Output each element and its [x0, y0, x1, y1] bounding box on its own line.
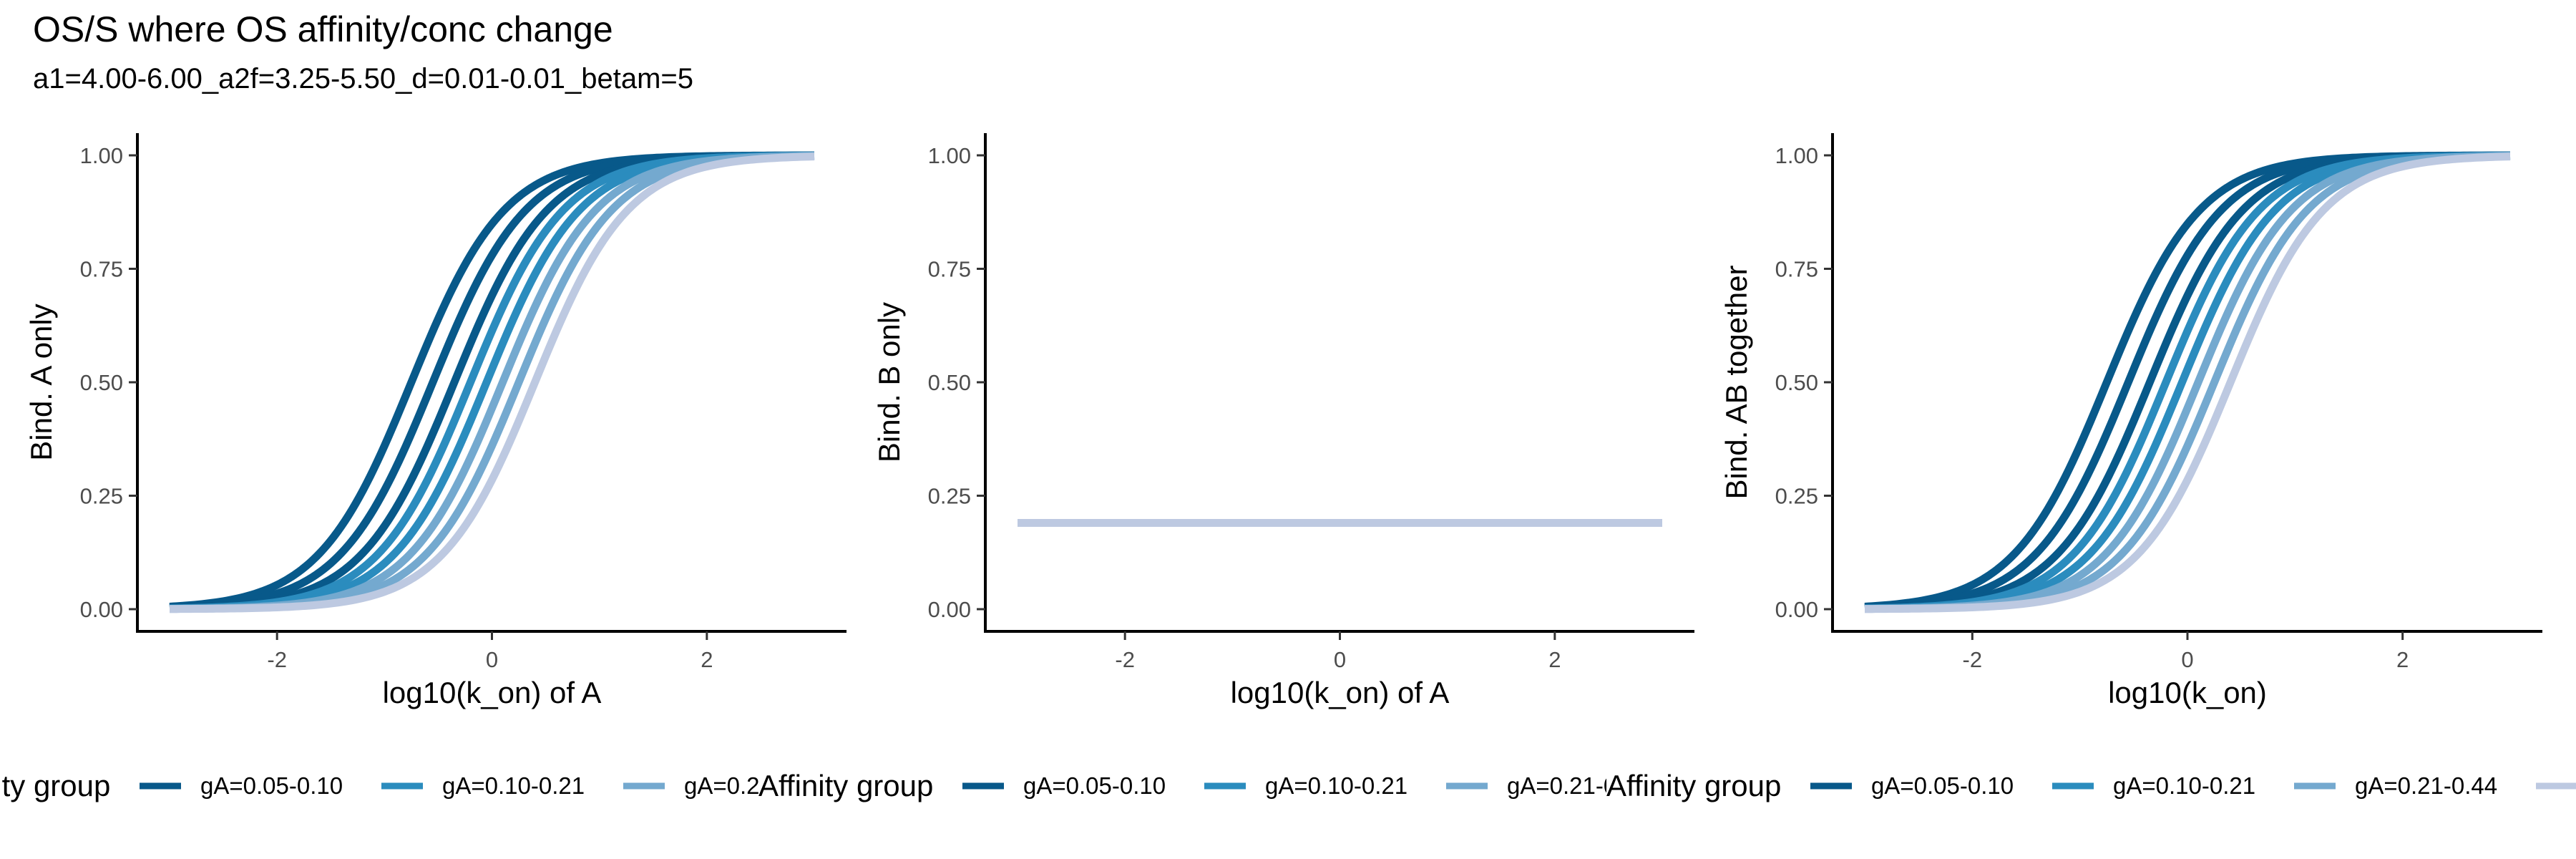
legend-title: Affinity group	[1606, 769, 1781, 802]
legend-1: Affinity group gA=0.05-0.10 gA=0.10-0.21 gA…	[0, 769, 826, 802]
y-axis-title: Bind. AB together	[1719, 266, 1753, 500]
panel-2: 0.00 0.25 0.50 0.75 1.00 -2 0 2 log10(k_on) of A…	[872, 133, 1694, 709]
y-tick-label: 0.00	[1775, 597, 1818, 622]
legend-label: gA=0.10-0.21	[442, 772, 585, 799]
y-tick-label: 0.50	[80, 370, 123, 395]
legend-3: Affinity group gA=0.05-0.10 gA=0.10-0.21 gA…	[1606, 769, 2576, 802]
x-tick-label: 0	[2181, 647, 2193, 672]
panel-1: 0.00 0.25 0.50 0.75 1.00 -2 0 2 log10(k_on) of A…	[24, 133, 847, 709]
y-tick-label: 0.75	[80, 257, 123, 282]
series-line-1	[169, 151, 815, 611]
figure-subtitle: a1=4.00-6.00_a2f=3.25-5.50_d=0.01-0.01_b…	[33, 63, 694, 94]
y-tick-label: 1.00	[80, 143, 123, 168]
x-tick-label: 0	[1334, 647, 1346, 672]
legend-label: gA=0.10-0.21	[1265, 772, 1407, 799]
y-tick-label: 0.25	[928, 484, 971, 509]
x-tick-label: 2	[701, 647, 713, 672]
x-tick-label: 0	[486, 647, 498, 672]
x-tick-label: 2	[1548, 647, 1561, 672]
legend-label: gA=0.21-0.44	[684, 772, 826, 799]
y-tick-label: 0.75	[1775, 257, 1818, 282]
legend-label: gA=0.21-0.44	[1507, 772, 1649, 799]
legend-title: Affinity group	[758, 769, 933, 802]
x-tick-label: -2	[267, 647, 287, 672]
series-line-8	[1864, 152, 2511, 613]
y-tick-label: 1.00	[1775, 143, 1818, 168]
legend-2: Affinity group gA=0.05-0.10 gA=0.10-0.21 gA…	[758, 769, 1649, 802]
legend-label: gA=0.05-0.10	[1023, 772, 1166, 799]
x-tick-label: 2	[2396, 647, 2409, 672]
y-axis-title: Bind. A only	[24, 304, 58, 461]
y-tick-label: 1.00	[928, 143, 971, 168]
legend-label: gA=0.05-0.10	[1871, 772, 2014, 799]
y-tick-label: 0.50	[1775, 370, 1818, 395]
legend-label: gA=0.21-0.44	[2355, 772, 2497, 799]
legend-label: gA=0.05-0.10	[200, 772, 343, 799]
x-axis-title: log10(k_on)	[2108, 676, 2267, 709]
figure-title: OS/S where OS affinity/conc change	[33, 9, 613, 49]
x-axis-title: log10(k_on) of A	[1231, 676, 1450, 709]
series-line-1	[1864, 151, 2511, 611]
y-tick-label: 0.25	[80, 484, 123, 509]
x-tick-label: -2	[1963, 647, 1983, 672]
legend-label: gA=0.10-0.21	[2113, 772, 2255, 799]
series-line-8	[169, 152, 815, 613]
y-tick-label: 0.25	[1775, 484, 1818, 509]
y-axis-title: Bind. B only	[872, 302, 906, 462]
x-axis-title: log10(k_on) of A	[383, 676, 602, 709]
y-tick-label: 0.50	[928, 370, 971, 395]
x-tick-label: -2	[1115, 647, 1135, 672]
panel-3: 0.00 0.25 0.50 0.75 1.00 -2 0 2 log10(k_on) Bind.…	[1719, 133, 2542, 709]
legend-title: Affinity group	[0, 769, 110, 802]
y-tick-label: 0.00	[80, 597, 123, 622]
y-tick-label: 0.00	[928, 597, 971, 622]
y-tick-label: 0.75	[928, 257, 971, 282]
